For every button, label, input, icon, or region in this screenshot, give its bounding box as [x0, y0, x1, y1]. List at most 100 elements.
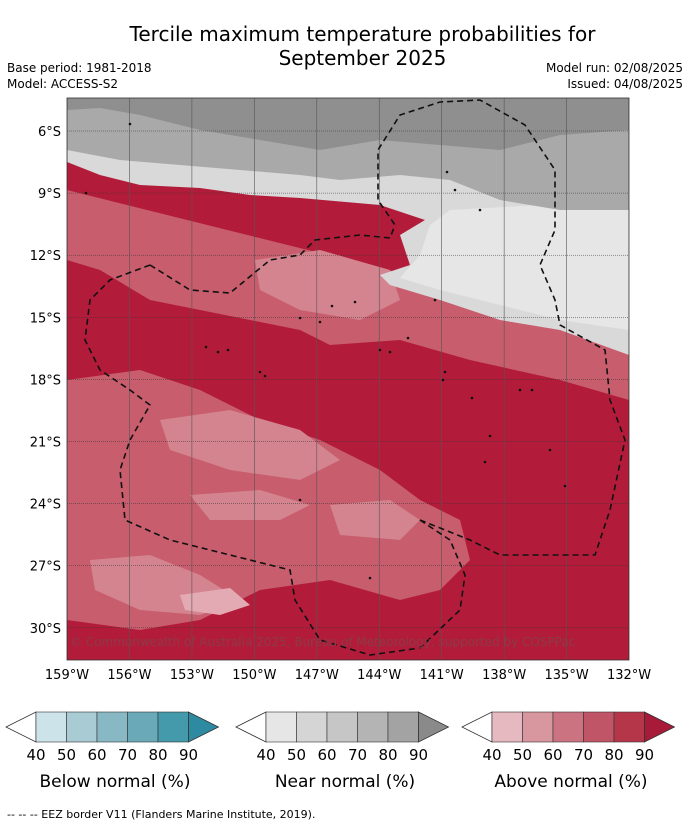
model-run-text: Model run: 02/08/2025 — [545, 61, 683, 75]
eez-border-west — [84, 264, 466, 656]
lon-label: 150°W — [232, 668, 276, 683]
colorbar-max-triangle — [188, 711, 220, 743]
colorbar-segment — [296, 711, 328, 743]
meta-left: Base period: 1981-2018 Model: ACCESS-S2 — [7, 60, 152, 92]
colorbar-segment — [127, 711, 159, 743]
island-dot — [84, 191, 88, 195]
lon-label: 141°W — [420, 668, 464, 683]
islands — [84, 122, 567, 580]
ticks-near-normal: 40 50 60 70 80 90 — [235, 746, 455, 766]
legend-tick-label: 40 — [482, 746, 502, 764]
legend-tick-label: 80 — [378, 746, 398, 764]
legend-tick-label: 90 — [634, 746, 655, 764]
map-frame — [66, 97, 630, 661]
legend-tick-label: 50 — [512, 746, 533, 764]
island-dot — [530, 388, 534, 392]
lat-label: 9°S — [38, 187, 61, 202]
map-title: Tercile maximum temperature probabilitie… — [0, 22, 690, 70]
island-dot — [378, 348, 382, 352]
title-line-1: Tercile maximum temperature probabilitie… — [129, 22, 596, 46]
eez-border-french-polynesia — [377, 99, 626, 556]
ticks-above-normal: 40 50 60 70 80 90 — [461, 746, 681, 766]
colorbar-segment — [522, 711, 554, 743]
colorbar-above-normal — [461, 711, 676, 743]
ticks-below-normal: 40 50 60 70 80 90 — [5, 746, 225, 766]
lat-label: 27°S — [30, 560, 61, 575]
legend-tick-label: 70 — [573, 746, 594, 764]
legend-tick-label: 90 — [408, 746, 429, 764]
legend-tick-label: 50 — [56, 746, 77, 764]
island-dot — [204, 345, 208, 349]
issued-text: Issued: 04/08/2025 — [567, 77, 683, 91]
model-text: Model: ACCESS-S2 — [7, 77, 119, 91]
colorbar-segment — [357, 711, 389, 743]
copyright-text: © Commonwealth of Australia 2025, Bureau… — [70, 635, 575, 649]
legend-tick-label: 90 — [178, 746, 199, 764]
lon-label: 153°W — [170, 668, 214, 683]
legend-tick-label: 40 — [256, 746, 276, 764]
probability-map: © Commonwealth of Australia 2025, Bureau… — [30, 97, 651, 683]
longitude-labels: 159°W 156°W 153°W 150°W 147°W 144°W 141°W 138°W… — [45, 668, 651, 683]
colorbar-max-triangle — [644, 711, 676, 743]
legend-tick-label: 70 — [347, 746, 368, 764]
island-dot — [128, 122, 132, 126]
above-normal-light-patch-4 — [330, 500, 420, 540]
island-dot — [441, 378, 445, 382]
lon-label: 135°W — [545, 668, 589, 683]
lat-label: 30°S — [30, 622, 61, 637]
colorbar-segment — [157, 711, 189, 743]
lon-label: 138°W — [482, 668, 526, 683]
island-dot — [298, 316, 302, 320]
legend-tick-label: 60 — [543, 746, 563, 764]
island-dot — [488, 434, 492, 438]
lat-label: 12°S — [30, 249, 61, 264]
eez-border-cook-islands — [149, 224, 396, 294]
legend-caption-near-normal: Near normal (%) — [274, 772, 416, 792]
island-dot — [318, 320, 322, 324]
island-dot — [216, 350, 220, 354]
legend-tick-label: 40 — [26, 746, 46, 764]
lon-label: 144°W — [357, 668, 401, 683]
above-normal-lightest-patch — [180, 588, 250, 615]
island-dot — [478, 208, 482, 212]
lat-label: 6°S — [38, 125, 61, 140]
eez-footer-note: -- -- -- EEZ border V11 (Flanders Marine… — [7, 808, 316, 821]
island-dot — [258, 370, 262, 374]
colorbar-min-triangle — [5, 711, 37, 743]
colorbar-near-normal — [235, 711, 450, 743]
lon-label: 147°W — [295, 668, 339, 683]
colorbar-max-triangle — [418, 711, 450, 743]
near-normal-light-region — [400, 200, 629, 330]
above-normal-light-patch-5 — [255, 250, 400, 320]
island-dot — [406, 336, 410, 340]
colorbar-segment — [326, 711, 358, 743]
colorbar-segment — [583, 711, 615, 743]
island-dot — [563, 484, 567, 488]
colorbar-below-normal — [5, 711, 220, 743]
lon-label: 156°W — [107, 668, 151, 683]
island-dot — [226, 348, 230, 352]
near-normal-dark-region — [67, 98, 629, 150]
island-dot — [330, 304, 334, 308]
island-dot — [548, 448, 552, 452]
island-dot — [483, 460, 487, 464]
colorbar-segment — [387, 711, 419, 743]
legend-tick-label: 70 — [117, 746, 138, 764]
island-dot — [368, 576, 372, 580]
latitude-labels: 6°S 9°S 12°S 15°S 18°S 21°S 24°S 27°S 30°S — [30, 125, 61, 637]
colorbar-segment — [66, 711, 98, 743]
island-dot — [445, 170, 449, 174]
island-dot — [298, 498, 302, 502]
lat-label: 21°S — [30, 436, 61, 451]
above-normal-light-patch-2 — [160, 410, 340, 480]
island-dot — [263, 374, 267, 378]
map-grid — [67, 98, 629, 660]
map-area: © Commonwealth of Australia 2025, Bureau… — [67, 98, 629, 660]
legend-tick-label: 50 — [286, 746, 307, 764]
colorbar-segment — [613, 711, 645, 743]
base-period-text: Base period: 1981-2018 — [7, 61, 152, 75]
legend-tick-label: 80 — [604, 746, 624, 764]
legend-tick-label: 60 — [317, 746, 337, 764]
lon-label: 132°W — [607, 668, 651, 683]
colorbar-segment — [491, 711, 523, 743]
